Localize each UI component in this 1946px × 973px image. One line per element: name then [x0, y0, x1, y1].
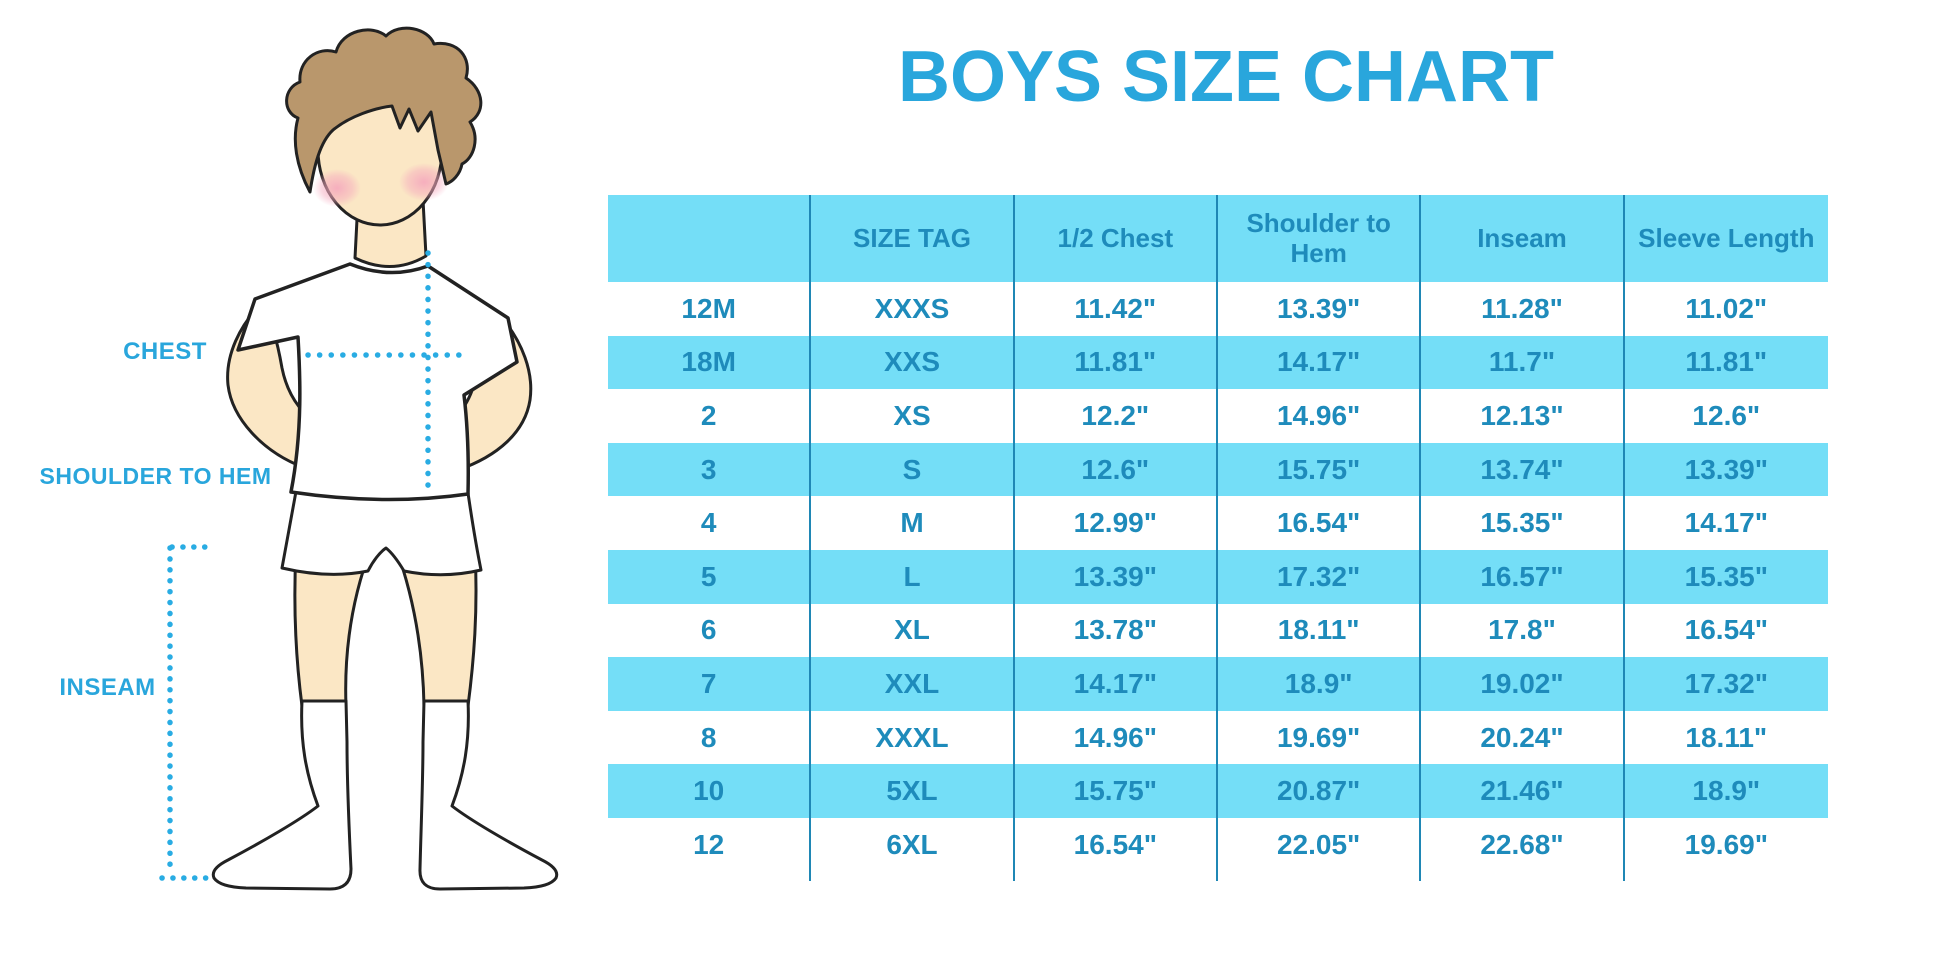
value-cell: 19.02": [1421, 657, 1625, 711]
sock-left: [211, 699, 353, 891]
header-cell: 1/2 Chest: [1014, 195, 1218, 282]
divider-stub: [608, 871, 812, 881]
hair: [285, 26, 483, 194]
size-table: SIZE TAG 1/2 Chest Shoulder to Hem Inseam Sl…: [608, 195, 1828, 881]
value-cell: 17.32": [1217, 549, 1422, 604]
row-label-cell: 5: [608, 549, 812, 604]
value-cell: 16.54": [1015, 817, 1218, 872]
boy-measurement-illustration: [159, 26, 559, 891]
divider-stub: [811, 871, 1015, 881]
value-cell: 13.39": [1014, 549, 1218, 604]
value-cell: L: [811, 549, 1015, 604]
value-cell: 14.17": [1217, 335, 1422, 390]
inseam-label: INSEAM: [59, 674, 156, 701]
value-cell: 14.17": [1684, 507, 1768, 539]
sock-right: [418, 699, 559, 891]
value-cell: 11.81": [1624, 335, 1828, 390]
value-cell: 17.32": [1624, 657, 1828, 711]
value-cell: 11.28": [1421, 282, 1625, 336]
value-cell: 12.6": [1014, 442, 1218, 497]
value-cell: 12.2": [1015, 389, 1218, 443]
value-cell: XXXL: [811, 710, 1015, 765]
value-cell: 20.24": [1421, 710, 1625, 765]
value-cell: 15.35": [1624, 549, 1828, 604]
divider-stub: [1015, 871, 1218, 881]
row-label-cell: 4: [608, 496, 812, 550]
shoulder-to-hem-label: SHOULDER TO HEM: [39, 463, 272, 489]
row-label-cell: 7: [608, 657, 812, 711]
value-cell: 16.54": [1684, 614, 1768, 646]
divider-stub: [1421, 871, 1625, 881]
value-cell: 14.96": [1015, 710, 1218, 765]
value-cell: 18.11": [1218, 603, 1422, 658]
value-cell: 17.8": [1421, 603, 1625, 658]
row-label-cell: 8: [608, 710, 812, 765]
value-cell: 16.54": [1218, 496, 1422, 550]
row-label-cell: 12: [608, 817, 812, 872]
value-cell: 18.11": [1685, 721, 1768, 753]
value-cell: 20.87": [1217, 764, 1422, 818]
row-label-cell: 10: [608, 764, 812, 818]
row-label-cell: 6: [608, 603, 812, 658]
header-cell: [608, 195, 812, 282]
value-cell: 5XL: [811, 764, 1015, 818]
value-cell: 11.42": [1015, 282, 1218, 336]
value-cell: 15.35": [1421, 496, 1625, 550]
value-cell: 13.74": [1421, 442, 1625, 497]
row-label-cell: 3: [608, 442, 812, 497]
value-cell: 11.81": [1014, 335, 1218, 390]
value-cell: 18.9": [1217, 657, 1422, 711]
value-cell: 19.69": [1684, 828, 1768, 860]
header-cell: Shoulder to Hem: [1217, 195, 1422, 282]
value-cell: XXXS: [811, 282, 1015, 336]
chest-label: CHEST: [123, 338, 207, 365]
value-cell: 12.99": [1015, 496, 1218, 550]
value-cell: M: [811, 496, 1015, 550]
value-cell: 21.46": [1421, 764, 1625, 818]
value-cell: 14.96": [1218, 389, 1422, 443]
row-label-cell: 12M: [608, 282, 812, 336]
value-cell: 12.6": [1692, 399, 1761, 431]
header-cell: Sleeve Length: [1624, 195, 1828, 282]
header-cell: Inseam: [1421, 195, 1625, 282]
value-cell: 19.69": [1218, 710, 1422, 765]
cheek-left-blush: [313, 169, 361, 207]
value-cell: XS: [811, 389, 1015, 443]
value-cell: 14.17": [1014, 657, 1218, 711]
value-cell: 15.75": [1014, 764, 1218, 818]
shorts: [280, 484, 483, 577]
value-cell: 22.05": [1218, 817, 1422, 872]
divider-stub: [1218, 871, 1422, 881]
row-label-cell: 2: [608, 389, 812, 443]
value-cell: 13.78": [1015, 603, 1218, 658]
value-cell: 22.68": [1421, 817, 1625, 872]
measurement-lines: [159, 250, 465, 881]
value-cell: 11.02": [1685, 292, 1768, 324]
value-cell: 13.39": [1624, 442, 1828, 497]
value-cell: 6XL: [811, 817, 1015, 872]
divider-stub: [1625, 872, 1828, 881]
shirt: [236, 262, 519, 502]
page-title: BOYS SIZE CHART: [897, 37, 1555, 117]
value-cell: 12.13": [1421, 389, 1625, 443]
value-cell: 18.9": [1624, 764, 1828, 818]
value-cell: S: [811, 442, 1015, 497]
value-cell: 16.57": [1421, 549, 1625, 604]
value-cell: 11.7": [1421, 335, 1625, 390]
header-cell: SIZE TAG: [811, 195, 1015, 282]
row-label-cell: 18M: [608, 335, 812, 390]
value-cell: XXL: [811, 657, 1015, 711]
value-cell: XXS: [811, 335, 1015, 390]
value-cell: 13.39": [1218, 282, 1422, 336]
value-cell: 15.75": [1217, 442, 1422, 497]
cheek-right-blush: [399, 163, 449, 201]
value-cell: XL: [811, 603, 1015, 658]
